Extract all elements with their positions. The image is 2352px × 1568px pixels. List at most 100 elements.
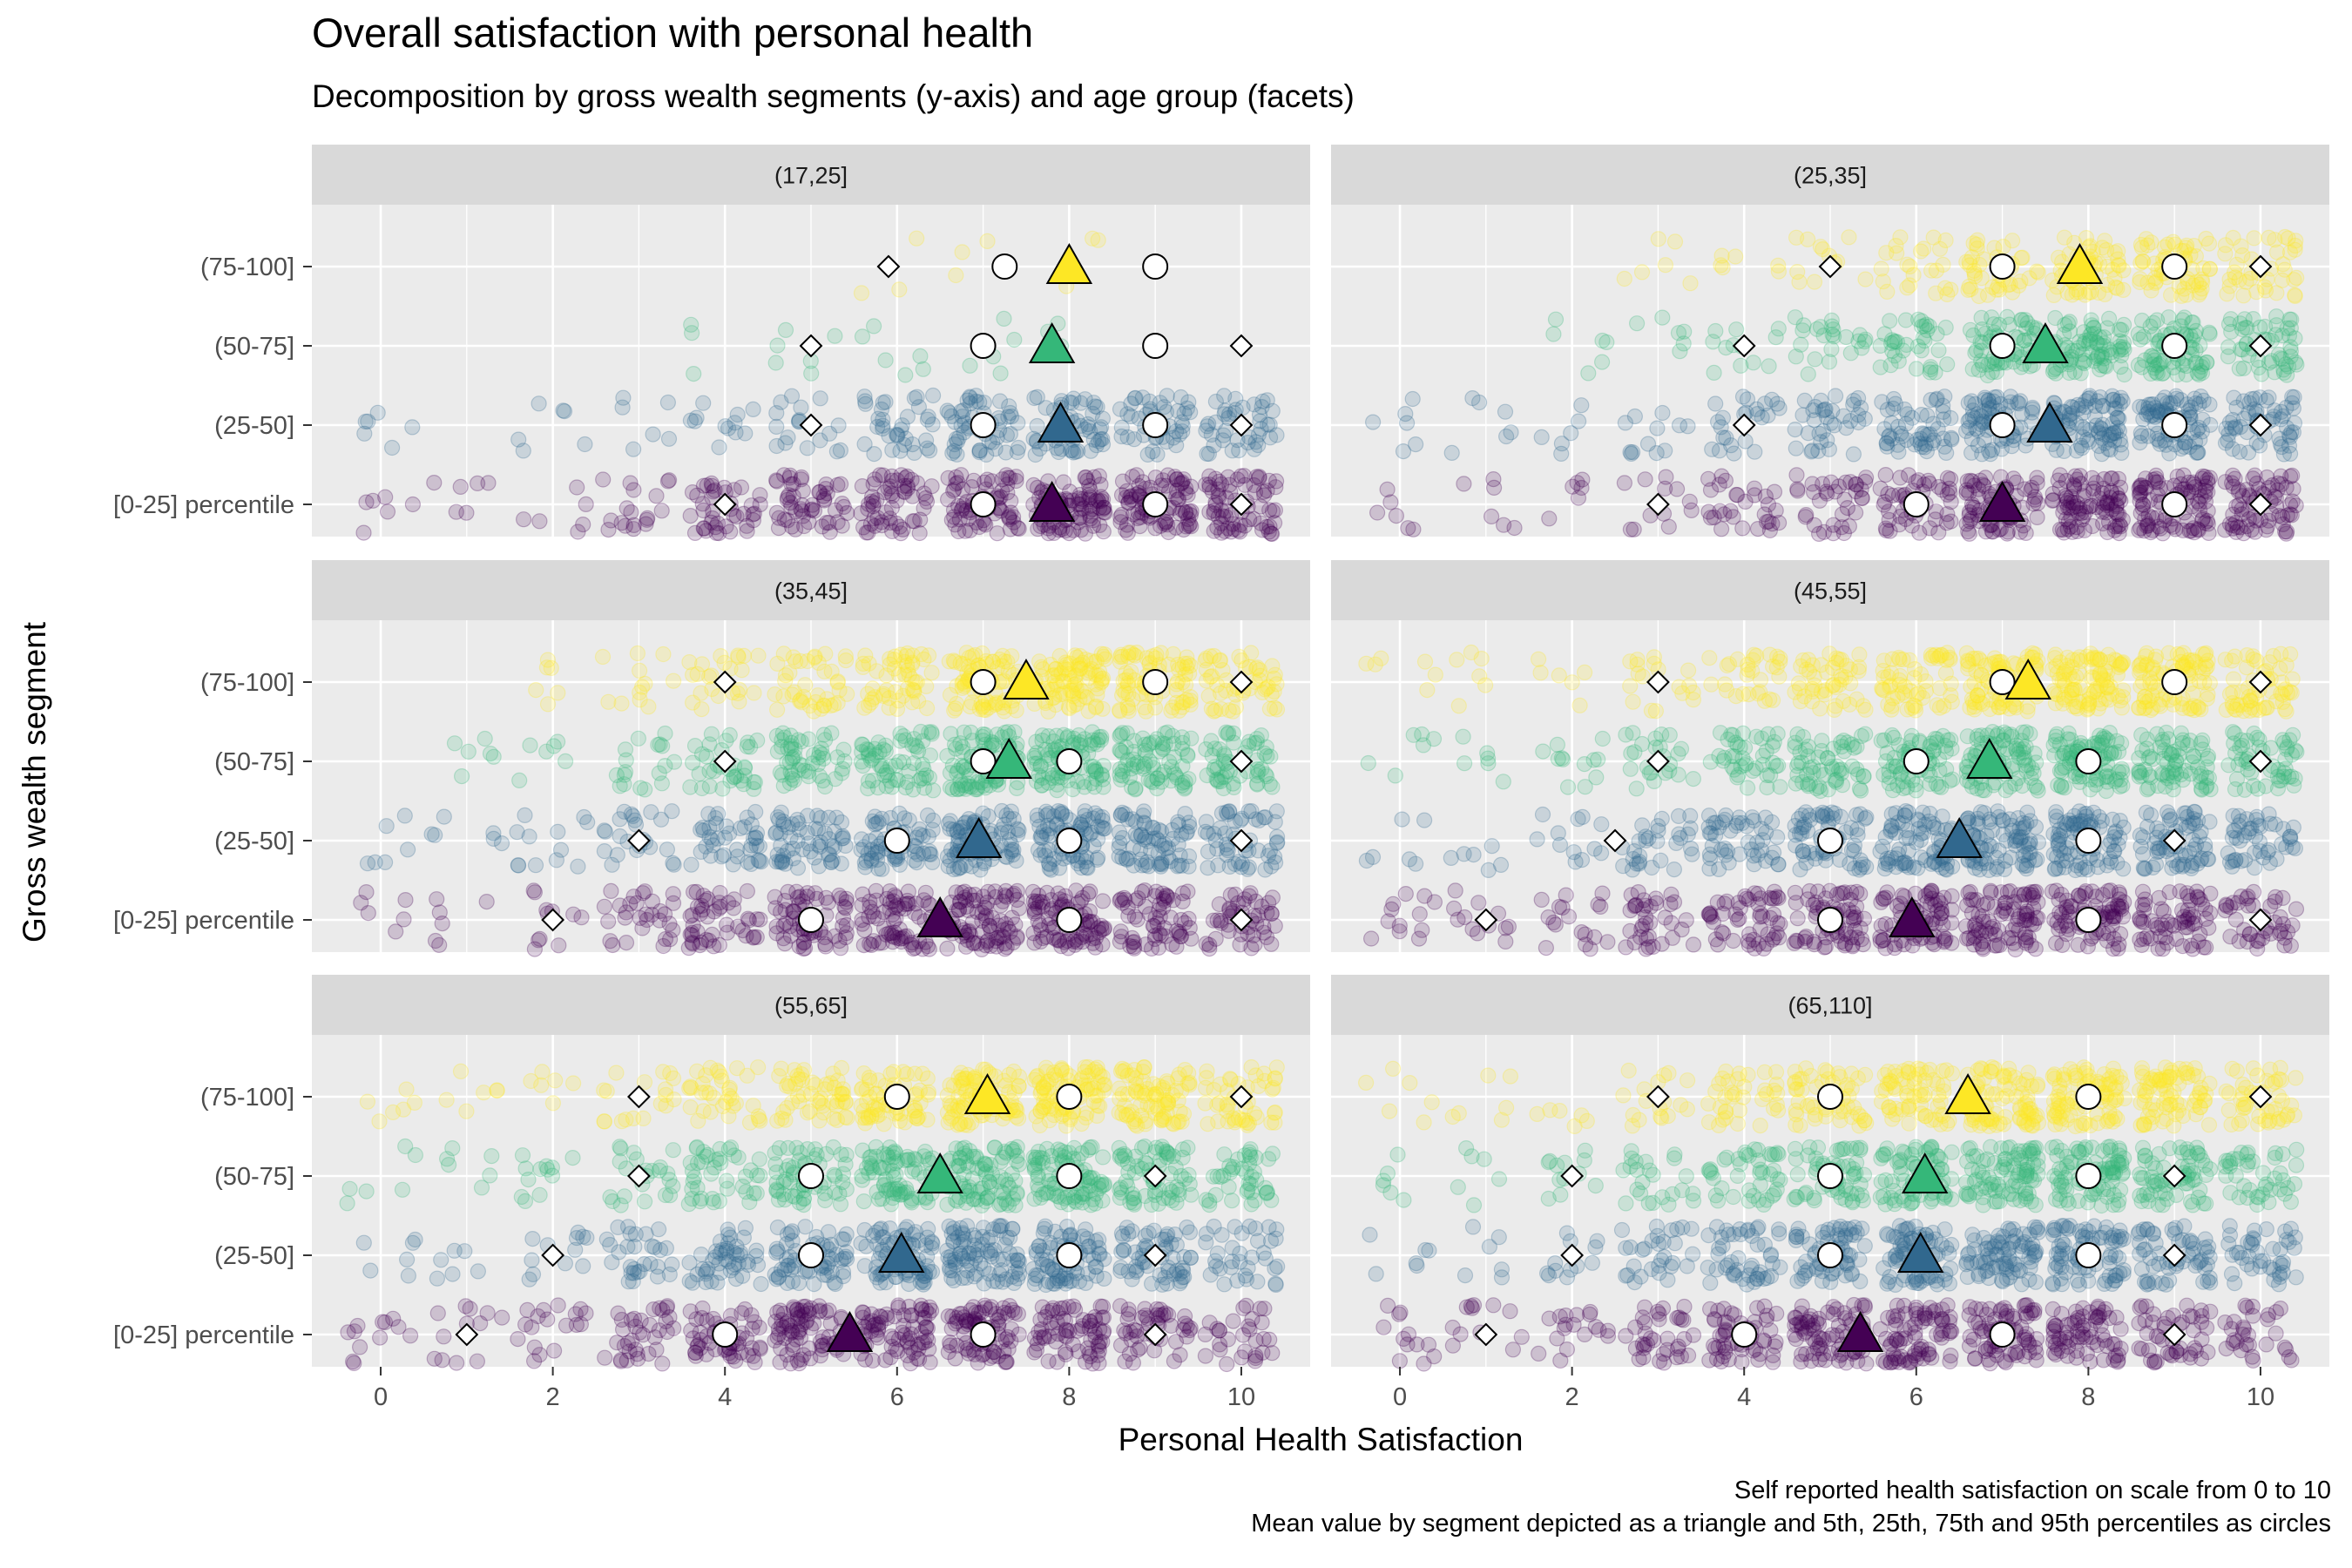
data-point — [883, 523, 901, 540]
data-point — [1533, 429, 1550, 445]
data-point — [1385, 896, 1402, 912]
data-point — [1788, 467, 1805, 483]
data-point — [693, 843, 709, 861]
data-point — [1092, 517, 1108, 534]
data-point — [1388, 507, 1405, 524]
data-point — [686, 366, 702, 382]
y-tick-label: (50-75] — [214, 748, 294, 776]
data-point — [1210, 481, 1227, 497]
data-point — [780, 512, 796, 529]
data-point — [655, 645, 672, 663]
data-point — [801, 835, 817, 852]
data-point — [480, 475, 497, 491]
data-point — [2081, 389, 2099, 406]
data-point — [869, 910, 886, 927]
data-point — [1004, 841, 1020, 858]
data-point — [948, 469, 964, 486]
data-point — [735, 505, 752, 523]
data-point — [1447, 882, 1463, 899]
data-point — [1676, 323, 1693, 340]
data-point — [1545, 326, 1562, 342]
data-point — [971, 518, 988, 536]
data-point — [600, 693, 617, 710]
data-point — [426, 474, 443, 491]
data-point — [1254, 760, 1270, 777]
data-point — [916, 485, 932, 502]
data-point — [1070, 496, 1086, 513]
data-point — [1206, 647, 1222, 665]
data-point — [629, 645, 646, 662]
data-point — [746, 774, 762, 791]
data-point — [1237, 476, 1254, 493]
data-point — [1082, 497, 1098, 514]
data-point — [659, 394, 677, 411]
y-tick-label: (25-50] — [214, 828, 294, 855]
data-point — [1082, 482, 1098, 498]
data-point — [522, 737, 538, 754]
data-point — [1093, 492, 1110, 510]
data-point — [768, 701, 786, 718]
data-point — [899, 480, 916, 497]
data-point — [1908, 361, 1925, 377]
data-point — [569, 479, 585, 496]
data-point — [804, 497, 821, 513]
data-point — [2257, 282, 2274, 299]
data-point — [2284, 493, 2301, 510]
data-point — [1470, 895, 1487, 911]
data-point — [801, 698, 818, 714]
data-point — [704, 490, 720, 506]
data-point — [577, 436, 593, 453]
data-point — [1220, 725, 1237, 741]
data-point — [511, 772, 528, 789]
data-point — [818, 476, 835, 493]
data-point — [1815, 524, 1832, 540]
data-point — [962, 522, 978, 539]
data-point — [1963, 891, 1979, 908]
data-point — [801, 514, 817, 531]
data-point — [803, 502, 820, 518]
data-point — [1845, 446, 1862, 463]
data-point — [1930, 524, 1947, 541]
data-point — [2077, 421, 2093, 437]
data-point — [1722, 503, 1739, 519]
data-point — [2018, 903, 2035, 920]
data-point — [1028, 773, 1045, 790]
data-point — [1010, 826, 1026, 843]
percentile-circle-marker — [1142, 412, 1169, 438]
data-point — [745, 401, 761, 417]
data-point — [1221, 900, 1238, 916]
data-point — [835, 498, 852, 516]
data-point — [682, 779, 699, 795]
data-point — [1081, 503, 1098, 520]
data-point — [613, 695, 630, 712]
data-point — [831, 932, 848, 950]
data-point — [1183, 518, 1200, 535]
percentile-circle-marker — [1989, 253, 2016, 280]
data-point — [834, 517, 850, 534]
data-point — [1220, 406, 1238, 422]
data-point — [616, 776, 632, 793]
data-point — [1173, 729, 1191, 746]
data-point — [578, 496, 594, 513]
data-point — [1130, 890, 1146, 907]
data-point — [854, 328, 871, 345]
data-point — [2142, 524, 2159, 541]
data-point — [2055, 403, 2072, 420]
data-point — [2234, 247, 2251, 264]
data-point — [1570, 413, 1587, 429]
data-point — [1085, 517, 1102, 534]
data-point — [1485, 479, 1503, 497]
data-point — [1426, 894, 1443, 910]
data-point — [1649, 420, 1666, 436]
data-point — [775, 688, 792, 705]
data-point — [2166, 236, 2183, 253]
data-point — [597, 823, 613, 840]
data-point — [603, 512, 619, 529]
data-point — [718, 518, 734, 535]
data-point — [863, 493, 880, 510]
data-point — [948, 476, 964, 492]
data-point — [804, 501, 821, 517]
data-point — [1553, 436, 1571, 452]
data-point — [1037, 400, 1054, 416]
data-point — [427, 932, 444, 950]
